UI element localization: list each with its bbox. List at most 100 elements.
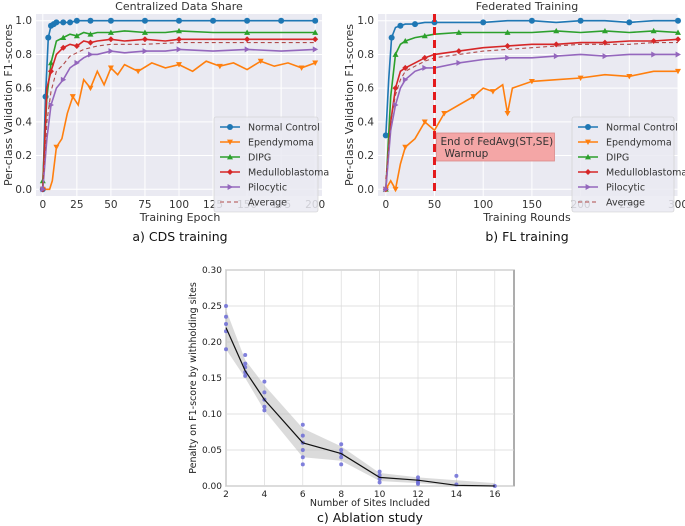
c-scatter-point-22 [339,448,344,452]
panel-c-caption: c) Ablation study [317,510,424,525]
a-marker-normal-control-7 [67,19,74,26]
panel-a-x-label: Training Epoch [139,211,221,224]
c-ci-band [226,309,495,486]
c-scatter-point-26 [377,469,382,474]
b-marker-normal-control-14 [577,17,584,24]
a-line-pilocytic [42,48,316,190]
b-marker-dipg-4 [402,37,409,44]
a-marker-medulloblastoma-8 [87,39,94,46]
b-series-normal-control [382,17,681,139]
c-scatter-point-11 [262,390,267,395]
b-line-dipg [385,30,679,190]
a-line-dipg [42,30,316,181]
a-marker-pilocytic-0 [40,186,46,193]
b-marker-dipg-12 [553,27,560,34]
c-ytick-label-6: 0.30 [202,266,222,276]
c-scatter-point-24 [339,455,344,460]
b-marker-ependymoma-4 [402,144,409,151]
panel-a-legend: Normal Control Ependymoma DIPG Medulloblast… [213,116,329,213]
b-marker-ependymoma-12 [489,89,496,95]
c-scatter-point-21 [339,442,344,447]
a-marker-ependymoma-28 [312,60,319,66]
b-marker-pilocytic-0 [383,186,389,193]
panel-b-series [382,17,681,193]
b-marker-dipg-2 [392,51,399,57]
b-marker-dipg-6 [421,32,428,39]
c-scatter-point-6 [243,361,248,366]
a-marker-ependymoma-21 [216,63,223,70]
a-marker-ependymoma-6 [69,94,76,100]
warmup-annotation-line2: Warmup [444,148,488,160]
b-marker-ependymoma-2 [392,186,399,193]
panel-c-x-label: Number of Sites Included [310,498,430,509]
b-line-average [385,42,678,180]
a-series-ependymoma [39,58,319,193]
b-marker-pilocytic-6 [422,64,428,71]
b-line-normal-control [385,19,678,136]
b-legend-marker-ependymoma [585,139,591,145]
b-marker-normal-control-12 [528,17,535,24]
b-ytick-label-2: 0.4 [357,116,374,128]
b-marker-pilocytic-17 [675,51,681,58]
a-legend-marker-dipg [227,154,233,160]
c-ytick-label-3: 0.15 [202,374,222,384]
a-xtick-label-2: 50 [104,199,117,211]
b-line-pilocytic [385,53,678,190]
panel-b-y-label: Per-class Validation F1-scores [343,24,356,186]
c-xtick-label-6: 14 [451,490,463,500]
a-marker-normal-control-16 [312,17,319,24]
b-legend-label-average: Average [606,198,645,209]
a-ytick-label-2: 0.4 [15,116,32,128]
b-series-pilocytic [383,51,681,193]
a-series-dipg [39,27,319,184]
b-marker-medulloblastoma-2 [392,85,399,92]
c-scatter-point-25 [339,462,344,467]
c-ytick-label-0: 0.00 [202,482,222,492]
a-ytick-label-5: 1.0 [15,15,32,27]
b-marker-medulloblastoma-8 [455,48,462,55]
panel-c-x-ticks: 2 4 6 8 10 12 14 16 [223,490,501,500]
a-legend-label-average: Average [248,198,287,209]
c-scatter-point-5 [243,352,248,357]
b-legend-marker-dipg [585,154,591,160]
b-legend-frame [571,116,675,213]
a-line-average [42,42,316,186]
a-marker-pilocytic-2 [48,102,54,108]
c-mean-line-path [225,327,495,487]
b-marker-dipg-10 [504,29,511,35]
b-marker-dipg-17 [675,29,681,35]
panel-b-y-ticks: 0.0 0.2 0.4 0.6 0.8 1.0 [357,15,374,196]
b-ytick-label-4: 0.8 [357,49,374,61]
a-marker-ependymoma-27 [298,65,305,71]
b-marker-pilocytic-12 [553,53,560,60]
b-marker-medulloblastoma-6 [421,54,428,61]
a-marker-dipg-12 [141,29,148,35]
c-xtick-label-3: 8 [338,490,344,500]
a-legend-frame [213,116,319,213]
b-ytick-label-1: 0.2 [357,150,374,162]
a-legend-marker-ependymoma [227,139,233,145]
warmup-annotation-line1: End of FedAvg(ST,SE) [440,136,553,148]
panel-a-cds-training: Centralized Data Share 0.0 0.2 0.4 0.6 0.8 1.… [2,0,329,244]
b-ytick-label-0: 0.0 [357,184,374,196]
panel-b-annotation: End of FedAvg(ST,SE) Warmup [432,14,555,196]
b-xtick-label-1: 50 [428,199,441,211]
a-marker-ependymoma-18 [176,62,182,68]
c-scatter-point-16 [300,433,305,438]
a-marker-normal-control-9 [87,17,94,24]
b-xtick-label-0: 0 [382,199,389,211]
b-marker-ependymoma-14 [504,111,511,117]
c-scatter-point-29 [377,480,382,485]
a-ytick-label-1: 0.2 [15,150,32,162]
c-xtick-label-5: 12 [412,490,423,500]
panel-a-y-label: Per-class Validation F1-scores [2,24,15,186]
b-marker-pilocytic-14 [602,53,608,60]
b-series-dipg [382,27,681,192]
a-series-pilocytic [40,46,319,193]
c-scatter-point-10 [262,379,267,384]
a-marker-medulloblastoma-2 [47,68,54,75]
a-series-medulloblastoma [39,36,319,193]
b-marker-pilocytic-4 [402,76,409,83]
a-marker-medulloblastoma-16 [244,36,251,43]
